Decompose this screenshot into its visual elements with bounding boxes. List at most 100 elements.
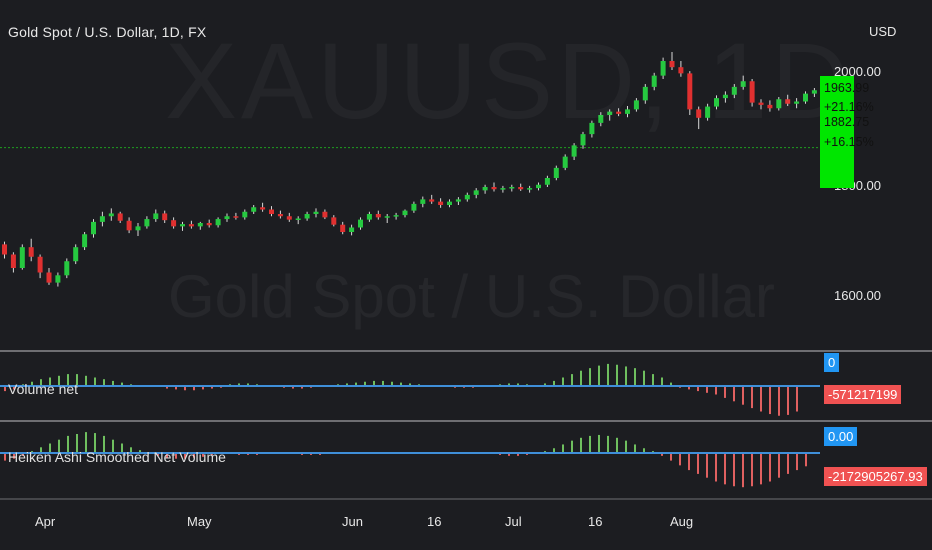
volume-net-bar bbox=[211, 386, 213, 389]
heiken-ashi-zero-badge: 0.00 bbox=[824, 427, 858, 446]
heiken-ashi-bar bbox=[598, 434, 600, 453]
volume-net-bar bbox=[184, 386, 186, 391]
volume-net-bar bbox=[598, 365, 600, 386]
volume-net-bar bbox=[175, 386, 177, 390]
heiken-ashi-bar bbox=[769, 453, 771, 482]
candle-body bbox=[349, 227, 355, 232]
candle-body bbox=[518, 187, 524, 190]
candle-body bbox=[607, 111, 613, 115]
watermark-symbol: XAUUSD, 1D bbox=[165, 18, 853, 143]
heiken-ashi-bar bbox=[202, 453, 204, 457]
time-label-jul: Jul bbox=[505, 514, 522, 529]
heiken-ashi-bar bbox=[760, 453, 762, 485]
candle-body bbox=[322, 211, 328, 218]
volume-net-bar bbox=[544, 383, 546, 386]
candle-body bbox=[749, 81, 755, 103]
candle-body bbox=[687, 73, 693, 110]
volume-net-bar bbox=[760, 386, 762, 412]
volume-net-bar bbox=[355, 382, 357, 386]
volume-net-bar bbox=[202, 386, 204, 390]
candle-body bbox=[358, 219, 363, 228]
heiken-ashi-bar bbox=[688, 453, 690, 471]
volume-net-label[interactable]: Volume net bbox=[8, 381, 79, 397]
volume-net-value-badge: -571217199 bbox=[824, 385, 902, 404]
candle-body bbox=[180, 224, 185, 227]
candle-body bbox=[304, 214, 310, 219]
previous-price: 1882.75 bbox=[824, 115, 870, 129]
candle-body bbox=[277, 214, 283, 217]
candle-body bbox=[206, 223, 212, 226]
volume-net-bar bbox=[49, 377, 51, 386]
heiken-ashi-value-badge: -2172905267.93 bbox=[824, 467, 927, 486]
candle-body bbox=[500, 188, 506, 190]
candle-body bbox=[331, 217, 337, 225]
candle-body bbox=[108, 213, 114, 217]
heiken-ashi-bar bbox=[130, 447, 132, 453]
volume-net-bar bbox=[697, 386, 699, 392]
volume-net-bar bbox=[103, 379, 105, 386]
change-percent-secondary: +16.15% bbox=[824, 135, 874, 149]
volume-net-bar bbox=[409, 383, 411, 386]
volume-net-bar bbox=[391, 381, 393, 386]
volume-net-bar bbox=[76, 374, 78, 386]
candle-body bbox=[580, 134, 586, 146]
heiken-ashi-bar bbox=[112, 439, 114, 453]
heiken-ashi-bar bbox=[4, 453, 6, 461]
price-tick-1600: 1600.00 bbox=[834, 288, 881, 303]
heiken-ashi-bar bbox=[184, 453, 186, 459]
candle-body bbox=[482, 187, 488, 191]
price-pane[interactable] bbox=[0, 52, 820, 287]
chart-title[interactable]: Gold Spot / U.S. Dollar, 1D, FX bbox=[8, 24, 207, 40]
heiken-ashi-bar bbox=[193, 453, 195, 458]
candle-body bbox=[37, 256, 43, 273]
heiken-ashi-bar bbox=[679, 453, 681, 466]
volume-net-bar bbox=[625, 366, 627, 386]
heiken-ashi-bar bbox=[805, 453, 807, 467]
candle-body bbox=[384, 216, 390, 218]
candle-body bbox=[295, 218, 301, 220]
volume-net-bar bbox=[400, 382, 402, 386]
candle-body bbox=[46, 272, 52, 283]
heiken-ashi-bar bbox=[616, 437, 618, 453]
candle-body bbox=[633, 100, 639, 110]
volume-net-bar bbox=[733, 386, 735, 402]
candle-body bbox=[527, 188, 533, 190]
volume-net-bar bbox=[643, 370, 645, 386]
volume-net-bar bbox=[580, 370, 582, 386]
heiken-ashi-bar bbox=[40, 447, 42, 453]
candle-body bbox=[785, 99, 791, 104]
volume-net-pane[interactable] bbox=[0, 363, 820, 416]
volume-net-bar bbox=[247, 383, 249, 386]
candle-body bbox=[197, 223, 203, 227]
heiken-ashi-bar bbox=[49, 443, 51, 453]
heiken-ashi-pane[interactable] bbox=[0, 432, 820, 488]
volume-net-bar bbox=[4, 386, 6, 392]
heiken-ashi-bar bbox=[778, 453, 780, 478]
change-percent: +21.16% bbox=[824, 100, 874, 114]
candle-body bbox=[544, 178, 550, 185]
heiken-ashi-bar bbox=[571, 440, 573, 453]
time-label-jul-16: 16 bbox=[588, 514, 603, 529]
heiken-ashi-bar bbox=[175, 453, 177, 459]
candle-body bbox=[340, 224, 346, 232]
candle-body bbox=[696, 109, 702, 118]
heiken-ashi-bar bbox=[103, 435, 105, 453]
candle-body bbox=[714, 98, 719, 107]
price-tick-2000: 2000.00 bbox=[834, 64, 881, 79]
candle-body bbox=[82, 234, 88, 248]
candle-body bbox=[562, 156, 568, 168]
volume-net-bar bbox=[796, 386, 798, 412]
volume-net-bar bbox=[553, 380, 555, 386]
volume-net-bar bbox=[292, 386, 294, 389]
candle-body bbox=[571, 145, 577, 157]
candle-body bbox=[28, 247, 34, 257]
heiken-ashi-bar bbox=[697, 453, 699, 474]
volume-net-bar bbox=[634, 368, 636, 386]
candle-body bbox=[135, 226, 141, 231]
heiken-ashi-label[interactable]: Heiken Ashi Smoothed Net Volume bbox=[8, 449, 226, 465]
candle-body bbox=[366, 214, 372, 220]
candle-body bbox=[73, 247, 79, 262]
candle-body bbox=[242, 211, 248, 218]
